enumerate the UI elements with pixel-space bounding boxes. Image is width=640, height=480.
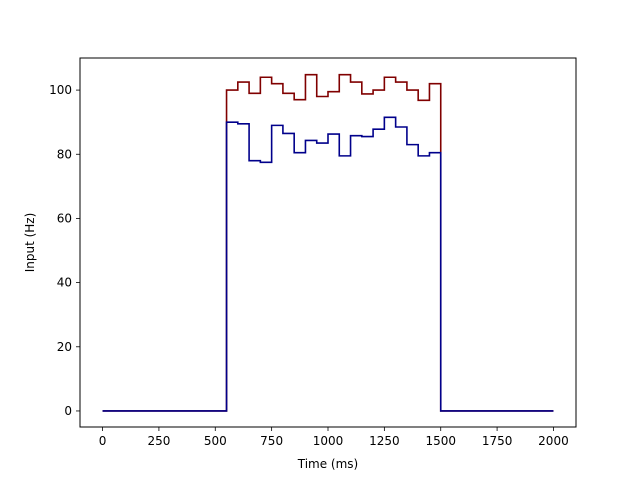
y-tick-label: 80 <box>57 147 72 161</box>
x-tick-label: 500 <box>204 434 227 448</box>
y-tick-label: 20 <box>57 340 72 354</box>
x-tick-label: 1250 <box>369 434 400 448</box>
y-axis-label: Input (Hz) <box>23 213 37 273</box>
x-tick-label: 250 <box>147 434 170 448</box>
x-tick-label: 1750 <box>482 434 513 448</box>
x-tick-label: 0 <box>99 434 107 448</box>
y-tick-label: 60 <box>57 211 72 225</box>
y-tick-label: 100 <box>49 83 72 97</box>
series-line-red <box>102 73 554 412</box>
x-axis-label: Time (ms) <box>297 457 359 471</box>
x-tick-label: 1500 <box>425 434 456 448</box>
y-tick-label: 0 <box>64 404 72 418</box>
x-tick-label: 1000 <box>313 434 344 448</box>
series-line-blue <box>102 116 554 412</box>
y-tick-label: 40 <box>57 276 72 290</box>
x-tick-label: 750 <box>260 434 283 448</box>
x-tick-label: 2000 <box>538 434 569 448</box>
